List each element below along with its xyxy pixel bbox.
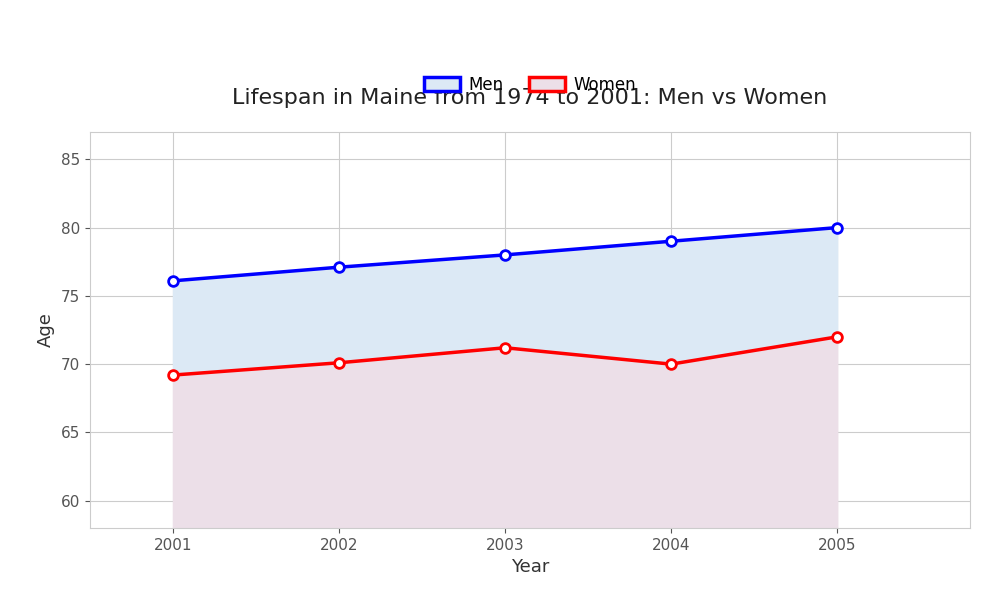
Title: Lifespan in Maine from 1974 to 2001: Men vs Women: Lifespan in Maine from 1974 to 2001: Men… [232, 88, 828, 108]
X-axis label: Year: Year [511, 558, 549, 576]
Legend: Men, Women: Men, Women [417, 69, 643, 100]
Y-axis label: Age: Age [37, 313, 55, 347]
